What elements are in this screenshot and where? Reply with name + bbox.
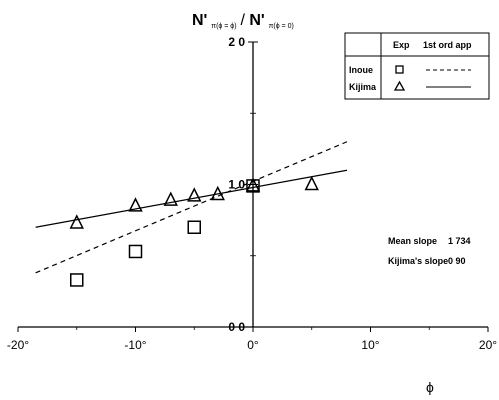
x-axis-label: ϕ [426, 379, 434, 395]
marker-triangle [210, 185, 225, 201]
slope-annotations: Mean slope 1 734 Kijima's slope 0 90 [388, 236, 471, 266]
y-tick-label: 1 0 [228, 178, 245, 192]
marker-triangle [128, 197, 143, 212]
marker-square [187, 220, 201, 234]
marker-triangle [69, 214, 84, 229]
marker-triangle [304, 175, 319, 191]
fit-line-inoue [35, 141, 348, 274]
marker-square [70, 273, 84, 287]
marker-triangle [187, 187, 202, 202]
legend-header-app: 1st ord app [423, 40, 472, 50]
legend-square-icon [395, 65, 404, 74]
legend-frame [344, 32, 490, 100]
kijima-slope-label: Kijima's slope [388, 256, 448, 266]
y-tick-label: 0 0 [228, 320, 245, 334]
x-ticks: -20° -10° 0° 10° 20° [7, 327, 497, 352]
x-tick-label: 0° [247, 338, 259, 352]
kijima-slope-value: 0 90 [448, 256, 466, 266]
title-sub-right: π(ϕ = 0) [269, 23, 294, 30]
marker-triangle [245, 177, 261, 192]
x-tick-label: -20° [7, 338, 29, 352]
mean-slope-value: 1 734 [448, 236, 471, 246]
x-tick-label: 20° [479, 338, 497, 352]
y-tick-label: 2 0 [228, 35, 245, 49]
legend-triangle-icon [393, 80, 406, 91]
legend-label-kijima: Kijima [349, 82, 377, 92]
marker-triangle [163, 191, 178, 206]
marker-square [128, 244, 143, 259]
legend: Exp 1st ord app Inoue Kijima [344, 32, 490, 100]
fit-lines [35, 141, 348, 274]
mean-slope-label: Mean slope [388, 236, 437, 246]
x-tick-label: -10° [124, 338, 146, 352]
title-main-2: N' [249, 12, 264, 29]
fit-line-kijima [35, 169, 348, 228]
title-sep: / [240, 12, 249, 29]
data-markers [69, 175, 319, 287]
title-main: N' [192, 12, 207, 29]
legend-header-exp: Exp [393, 40, 410, 50]
legend-label-inoue: Inoue [349, 65, 373, 75]
chart-title: N' π(ϕ = ϕ) / N' π(ϕ = 0) [192, 12, 294, 31]
x-tick-label: 10° [361, 338, 379, 352]
title-sub-left: π(ϕ = ϕ) [211, 23, 236, 30]
